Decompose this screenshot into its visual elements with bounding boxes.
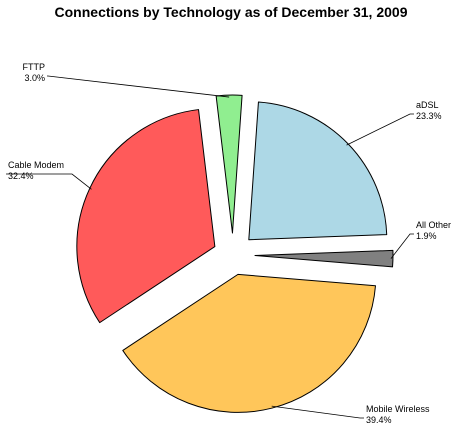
slice-value-fttp: 3.0% <box>24 73 45 83</box>
slice-cable-modem <box>76 109 216 324</box>
leader-line-fttp <box>47 75 230 98</box>
leader-line-mobile-wireless <box>271 405 364 419</box>
leader-line-adsl <box>346 113 414 146</box>
slice-label-fttp: FTTP <box>23 62 46 72</box>
slice-mobile-wireless <box>122 273 376 413</box>
slice-fttp <box>215 94 243 234</box>
slice-value-adsl: 23.3% <box>416 111 442 121</box>
slice-label-cable-modem: Cable Modem <box>8 160 64 170</box>
slice-label-mobile-wireless: Mobile Wireless <box>366 404 430 414</box>
chart-title: Connections by Technology as of December… <box>54 4 408 20</box>
slice-label-all-other: All Other <box>416 220 451 230</box>
slice-label-adsl: aDSL <box>416 100 439 110</box>
slice-adsl <box>248 101 388 241</box>
leader-line-cable-modem <box>6 173 92 190</box>
leader-line-all-other <box>390 233 414 259</box>
slice-value-all-other: 1.9% <box>416 231 437 241</box>
slice-value-cable-modem: 32.4% <box>8 171 34 181</box>
slice-value-mobile-wireless: 39.4% <box>366 415 392 425</box>
slice-all-other <box>254 249 394 268</box>
